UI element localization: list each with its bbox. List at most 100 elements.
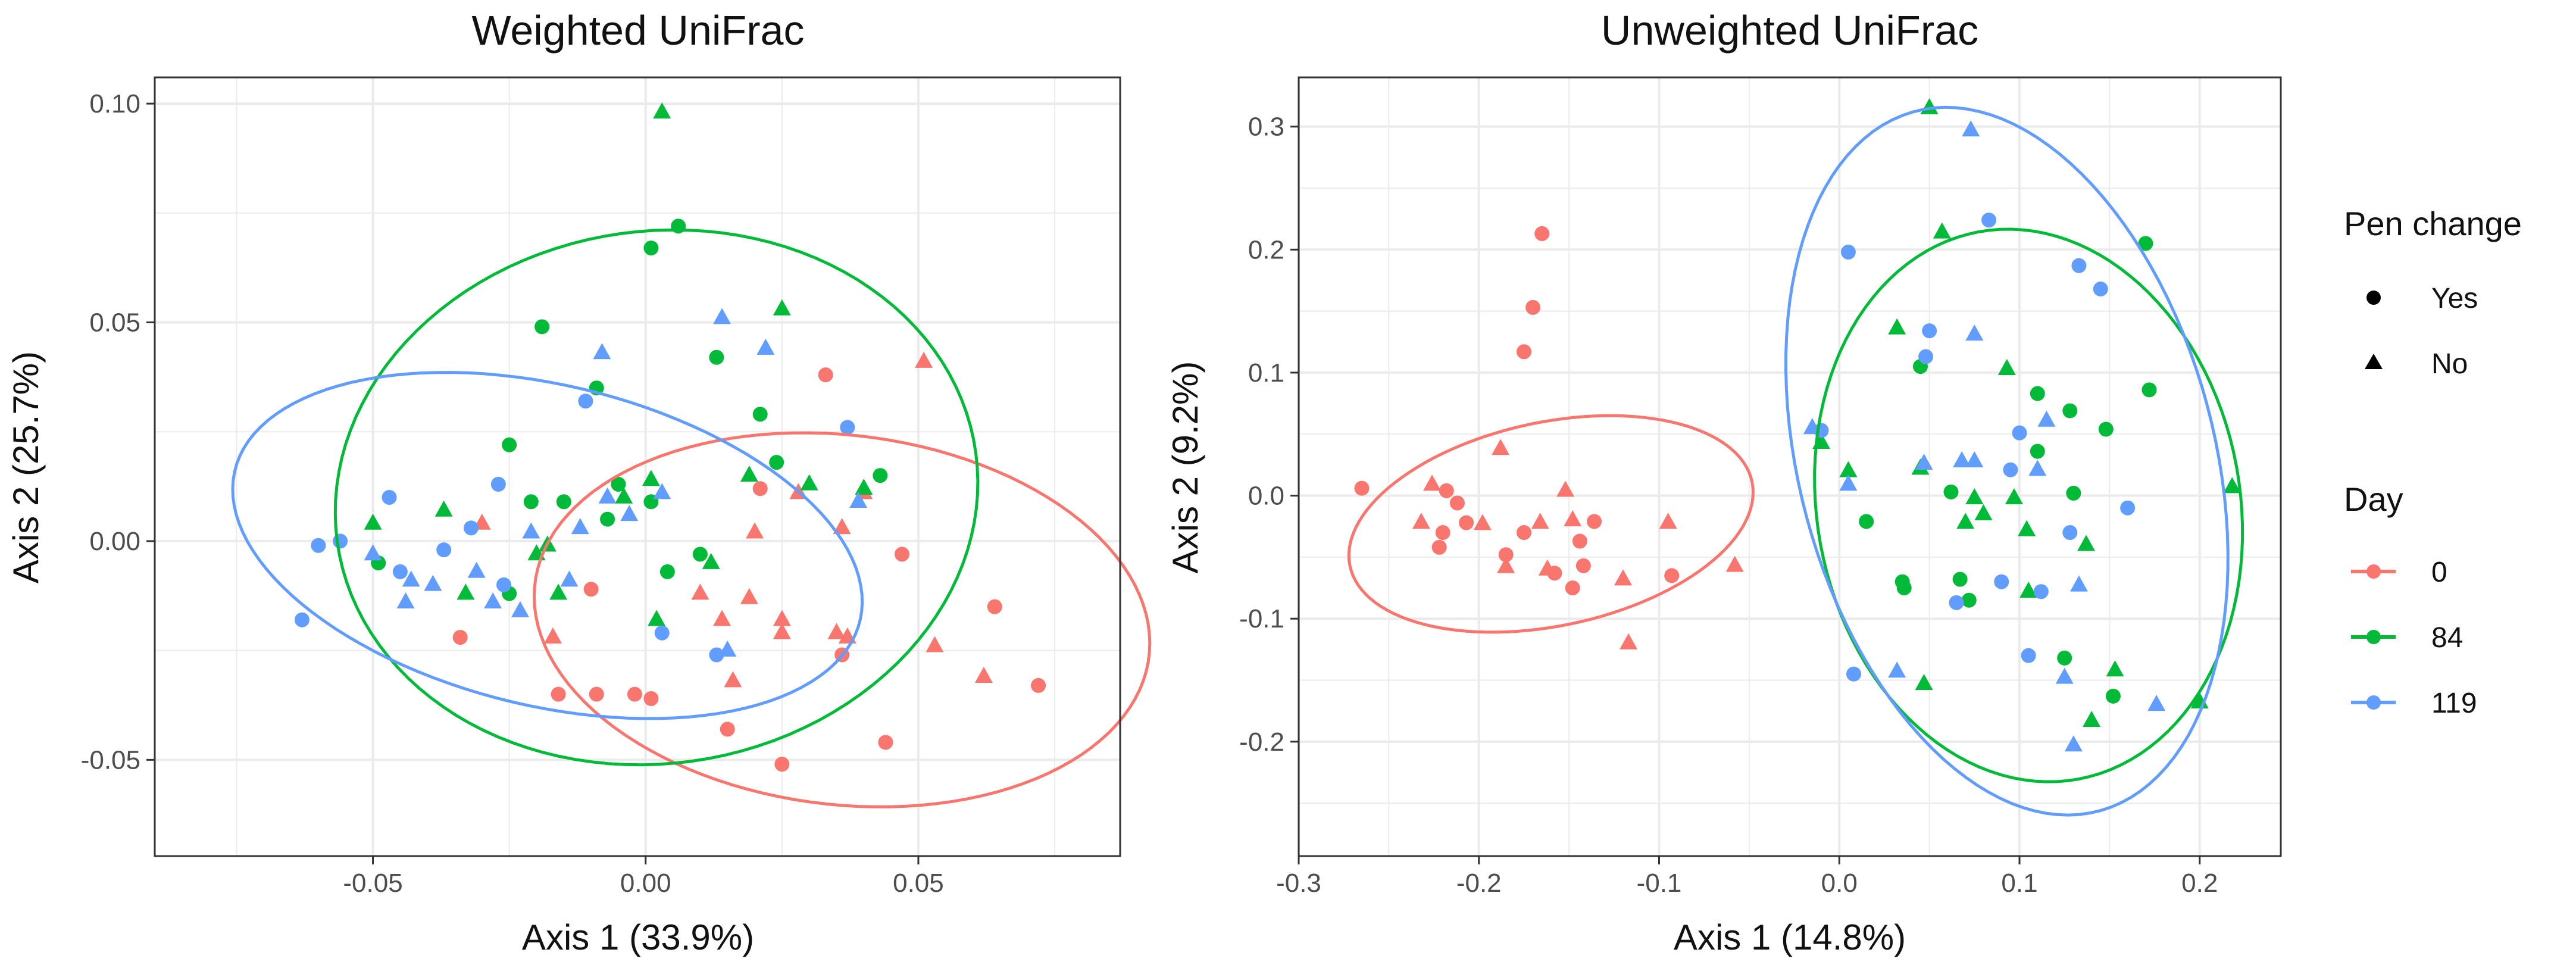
- weighted-point-day-119-yes: [294, 612, 310, 627]
- weighted-point-day-0-no: [691, 583, 709, 600]
- legend-shape-no: No: [2431, 348, 2468, 380]
- weighted-point-day-119-yes: [578, 394, 593, 409]
- unweighted-ellipse-day-119: [1784, 105, 2230, 817]
- unweighted-point-day-0-no: [1473, 514, 1492, 530]
- weighted-point-day-119-yes: [464, 520, 479, 536]
- weighted-point-day-84-no: [434, 500, 453, 517]
- unweighted-point-day-0-yes: [1459, 515, 1474, 530]
- weighted-point-day-0-yes: [589, 686, 604, 702]
- weighted-point-day-0-yes: [818, 367, 833, 383]
- weighted-point-day-0-yes: [987, 599, 1002, 614]
- unweighted-point-day-84-yes: [2066, 485, 2081, 501]
- unweighted-point-day-119-yes: [1840, 244, 1856, 260]
- unweighted-point-day-0-no: [1564, 510, 1582, 527]
- weighted-point-day-0-no: [926, 636, 944, 652]
- weighted-plot-area: -0.05 0.00 0.05 -0.05 0.00 0.05 0.10: [81, 76, 1152, 898]
- weighted-point-day-0-no: [713, 610, 731, 626]
- unweighted-point-day-119-no: [1915, 454, 1933, 470]
- weighted-point-day-119-no: [402, 570, 420, 587]
- unweighted-point-day-84-yes: [2057, 650, 2072, 666]
- unweighted-point-day-119-yes: [1981, 213, 1997, 228]
- unweighted-x-tick-label: -0.3: [1276, 869, 1321, 898]
- weighted-x-tick-label: -0.05: [343, 869, 402, 898]
- weighted-point-day-84-no: [648, 610, 666, 626]
- unweighted-point-day-84-yes: [2030, 386, 2045, 401]
- weighted-point-day-84-no: [800, 474, 818, 491]
- unweighted-point-day-119-yes: [2033, 584, 2049, 599]
- weighted-point-day-119-yes: [436, 542, 452, 558]
- weighted-point-day-84-no: [773, 299, 791, 316]
- unweighted-point-day-84-yes: [2138, 236, 2153, 251]
- unweighted-panel-border: [1298, 76, 2282, 857]
- unweighted-point-day-119-yes: [2093, 281, 2108, 296]
- weighted-point-day-119-no: [364, 544, 382, 561]
- unweighted-point-day-84-yes: [2062, 403, 2078, 419]
- weighted-point-day-119-no: [560, 570, 579, 587]
- unweighted-point-day-84-yes: [2098, 421, 2114, 437]
- weighted-point-day-84-yes: [534, 319, 550, 335]
- weighted-point-day-0-no: [746, 522, 764, 539]
- unweighted-point-day-119-yes: [2021, 648, 2036, 663]
- unweighted-point-day-119-no: [1888, 661, 1906, 678]
- weighted-point-day-0-yes: [720, 722, 735, 737]
- unweighted-point-day-84-yes: [2105, 688, 2121, 704]
- weighted-point-day-0-no: [833, 518, 851, 535]
- legend-shape-yes: Yes: [2431, 283, 2478, 314]
- unweighted-point-day-84-yes: [1952, 572, 1968, 587]
- legend: Pen change Yes No Day 0 84 119: [2344, 205, 2522, 719]
- unweighted-point-day-0-no: [1620, 633, 1638, 650]
- unweighted-y-axis-label: Axis 2 (9.2%): [1165, 361, 1205, 574]
- weighted-point-day-0-yes: [643, 691, 659, 706]
- weighted-point-day-84-no: [653, 102, 671, 119]
- weighted-point-day-84-no: [615, 487, 633, 504]
- unweighted-point-day-0-yes: [1572, 533, 1587, 549]
- unweighted-point-day-84-no: [2083, 710, 2101, 727]
- weighted-point-day-119-yes: [311, 538, 326, 553]
- weighted-point-day-119-no: [593, 343, 611, 360]
- unweighted-point-day-119-no: [2037, 410, 2056, 427]
- unweighted-point-day-119-yes: [1918, 349, 1934, 364]
- unweighted-point-day-0-no: [1412, 513, 1430, 529]
- unweighted-point-day-84-no: [1933, 222, 1951, 239]
- unweighted-point-day-0-yes: [1534, 226, 1550, 241]
- unweighted-point-day-119-yes: [1846, 666, 1861, 682]
- unweighted-point-day-119-yes: [2062, 525, 2078, 541]
- unweighted-point-day-0-yes: [1516, 344, 1531, 360]
- unweighted-point-day-119-no: [1839, 474, 1858, 491]
- weighted-y-tick-label: -0.05: [81, 745, 140, 775]
- weighted-point-day-119-yes: [496, 577, 511, 592]
- unweighted-point-day-84-yes: [2030, 444, 2045, 459]
- unweighted-point-day-84-no: [2077, 535, 2096, 551]
- unweighted-point-day-119-no: [1962, 120, 1980, 137]
- weighted-point-day-84-no: [642, 470, 660, 486]
- unweighted-x-tick-label: 0.0: [1821, 869, 1858, 898]
- unweighted-point-day-119-yes: [2012, 425, 2027, 441]
- unweighted-point-day-119-yes: [2120, 500, 2136, 516]
- unweighted-point-day-84-no: [2106, 660, 2124, 677]
- weighted-point-day-119-no: [511, 601, 529, 617]
- unweighted-point-day-0-no: [1531, 513, 1549, 529]
- unweighted-point-day-119-yes: [2071, 258, 2087, 273]
- weighted-point-day-0-no: [773, 623, 791, 639]
- weighted-point-day-84-yes: [643, 241, 659, 256]
- unweighted-point-day-84-no: [1997, 358, 2016, 375]
- weighted-unifrac-title: Weighted UniFrac: [472, 7, 805, 54]
- unweighted-point-day-119-no: [2055, 667, 2074, 684]
- unweighted-point-day-84-no: [2019, 581, 2038, 598]
- unweighted-unifrac-title: Unweighted UniFrac: [1601, 7, 1978, 54]
- weighted-y-tick-label: 0.00: [89, 527, 140, 556]
- weighted-point-day-0-yes: [752, 481, 768, 497]
- weighted-point-day-84-no: [702, 552, 720, 569]
- weighted-point-day-119-no: [484, 592, 502, 609]
- weighted-point-day-119-no: [849, 492, 868, 508]
- unweighted-point-day-119-no: [2064, 735, 2083, 752]
- unweighted-point-day-119-yes: [1922, 323, 1937, 339]
- weighted-point-day-84-yes: [556, 494, 571, 510]
- unweighted-x-tick-label: -0.2: [1456, 869, 1502, 898]
- weighted-point-day-84-yes: [752, 407, 768, 422]
- legend-day-119-dot: [2366, 695, 2381, 710]
- unweighted-point-day-84-yes: [1896, 580, 1912, 596]
- weighted-point-day-0-yes: [878, 735, 893, 750]
- weighted-point-day-84-yes: [600, 511, 615, 527]
